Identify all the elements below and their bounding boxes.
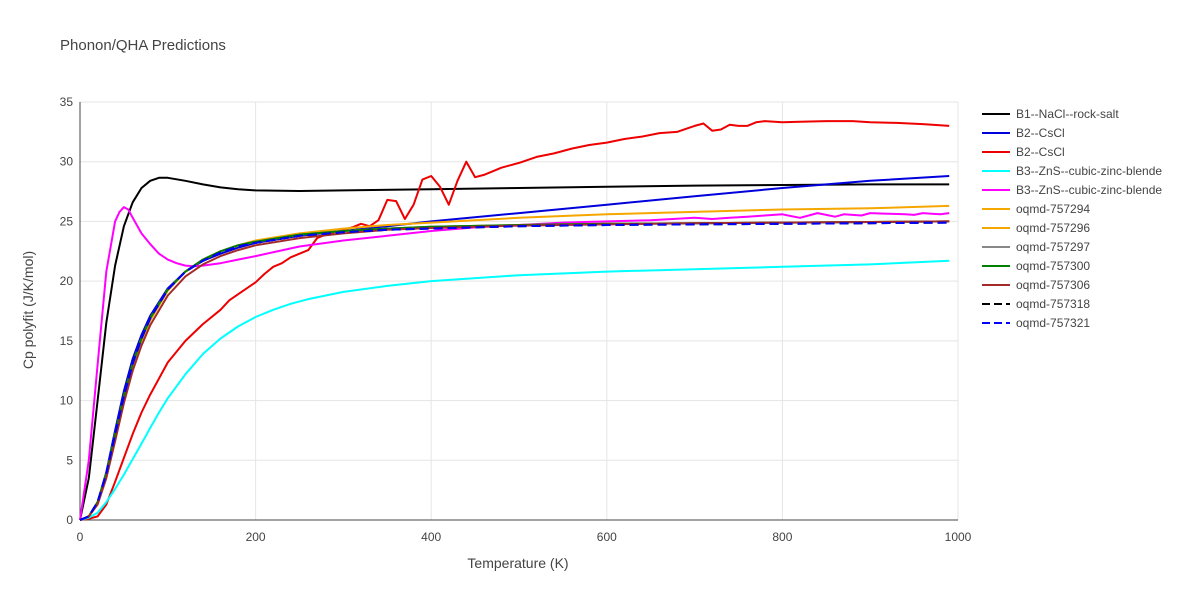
series-line-0: [79, 176, 950, 521]
legend-label: oqmd-757318: [1016, 297, 1090, 311]
x-tick-label: 200: [246, 530, 266, 544]
y-tick-label: 10: [60, 394, 74, 408]
legend-label: B3--ZnS--cubic-zinc-blende: [1016, 164, 1162, 178]
series-line-10: [79, 221, 950, 521]
legend-label: oqmd-757306: [1016, 278, 1090, 292]
series-line-3: [79, 259, 950, 521]
plot-area: [79, 120, 950, 521]
y-tick-label: 30: [60, 155, 74, 169]
series-line-4: [79, 206, 950, 521]
legend-label: oqmd-757296: [1016, 221, 1090, 235]
x-axis-title: Temperature (K): [467, 555, 568, 571]
legend-label: oqmd-757300: [1016, 259, 1090, 273]
x-tick-label: 400: [421, 530, 441, 544]
grid-lines: [80, 101, 959, 520]
legend-label: B2--CsCl: [1016, 145, 1065, 159]
legend-label: oqmd-757294: [1016, 202, 1090, 216]
series-line-2: [79, 120, 950, 521]
y-tick-label: 25: [60, 214, 74, 228]
legend: B1--NaCl--rock-salt B2--CsCl B2--CsCl B3--Z…: [982, 107, 1162, 330]
legend-label: oqmd-757297: [1016, 240, 1090, 254]
x-tick-label: 800: [772, 530, 792, 544]
legend-label: B1--NaCl--rock-salt: [1016, 107, 1119, 121]
y-tick-label: 15: [60, 334, 74, 348]
x-tick-label: 0: [77, 530, 84, 544]
series-line-11: [79, 221, 950, 521]
y-tick-label: 5: [66, 453, 73, 467]
chart-title: Phonon/QHA Predictions: [60, 37, 226, 54]
legend-label: B3--ZnS--cubic-zinc-blende: [1016, 183, 1162, 197]
y-tick-label: 35: [60, 95, 74, 109]
x-tick-label: 1000: [945, 530, 972, 544]
axes: 0 200 400 600 800 1000 0 5 10 15 20 25 30 35: [60, 95, 972, 544]
series-line-5: [79, 204, 950, 521]
x-tick-label: 600: [597, 530, 617, 544]
legend-label: oqmd-757321: [1016, 316, 1090, 330]
y-tick-label: 20: [60, 274, 74, 288]
legend-label: B2--CsCl: [1016, 126, 1065, 140]
y-tick-label: 0: [66, 513, 73, 527]
y-axis-title: Cp polyfit (J/K/mol): [20, 251, 36, 369]
